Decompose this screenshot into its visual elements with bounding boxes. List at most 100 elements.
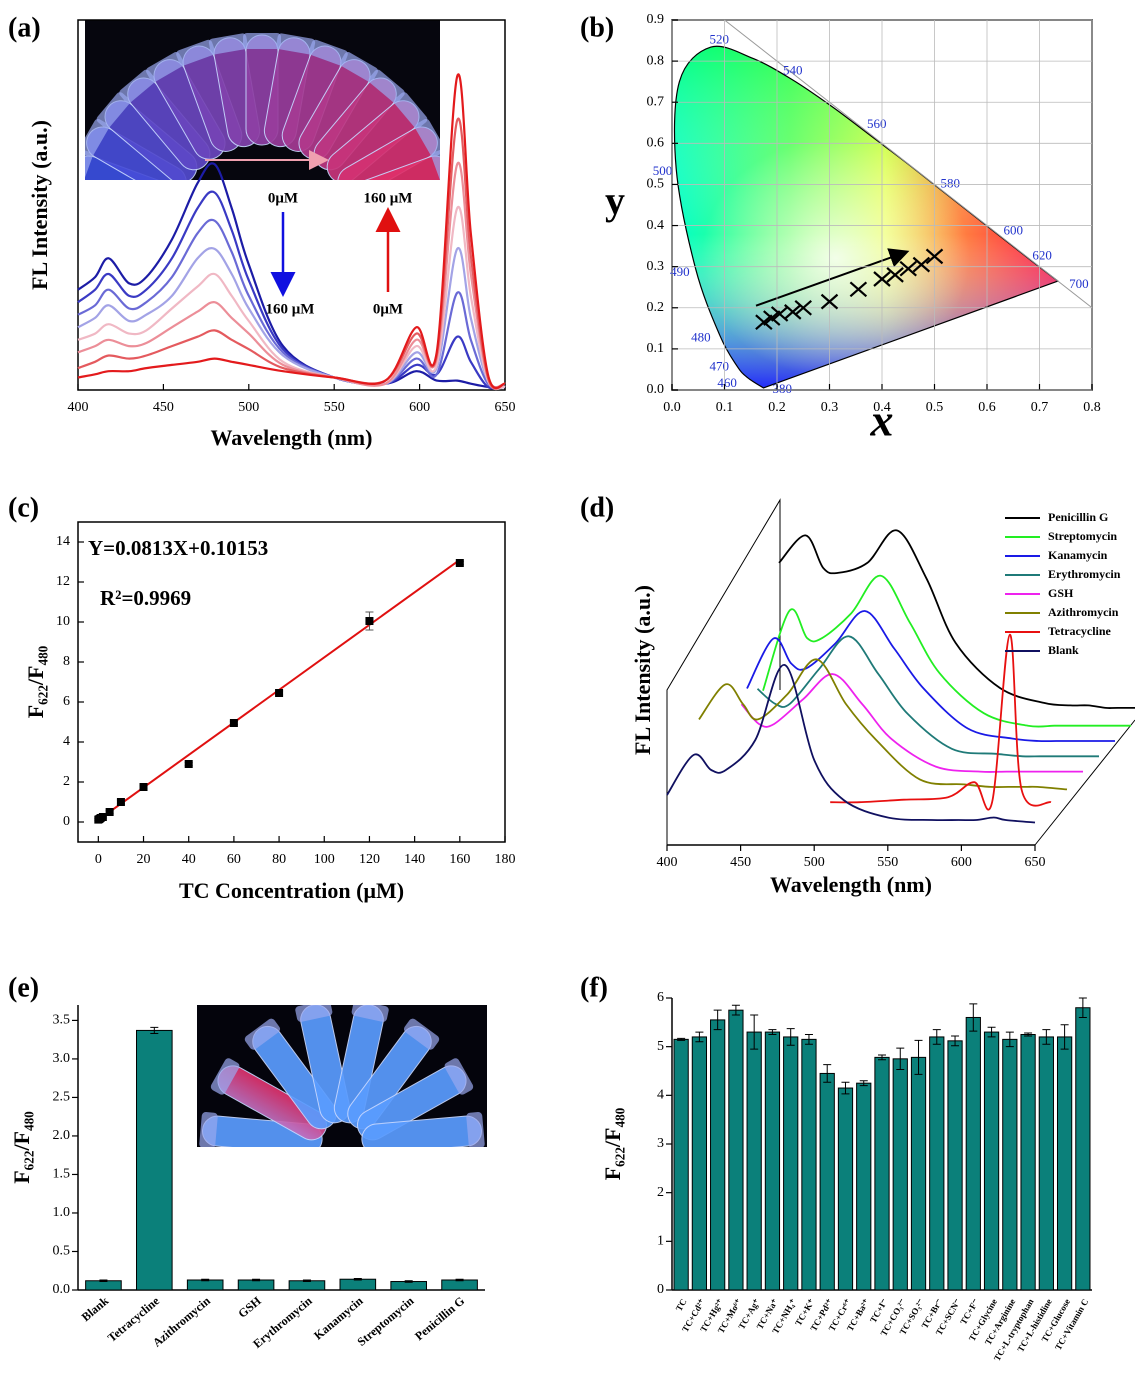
bar (856, 1082, 872, 1291)
y-axis-label: FL Intensity (a.u.) (630, 585, 655, 755)
x-axis-label: TC Concentration (μM) (179, 878, 404, 903)
tube-cap (243, 33, 281, 49)
y-tick-label: 1 (657, 1234, 664, 1249)
locus-label: 560 (867, 116, 887, 131)
annotation: 160 μM (364, 190, 413, 206)
x-tick-label: 500 (238, 400, 259, 415)
tube-cap (96, 92, 131, 129)
annotation: R²=0.9969 (100, 586, 191, 610)
diagonal (724, 19, 1093, 309)
photo-inset (85, 33, 440, 180)
x-axis-label: x (870, 395, 894, 446)
plot-frame (77, 521, 506, 843)
tube-cap (276, 33, 316, 55)
panel-label: (e) (8, 972, 39, 1003)
legend-label: Erythromycin (1048, 567, 1121, 581)
x-tick-label: 100 (314, 852, 335, 867)
tube-cap (85, 149, 93, 180)
error-bar (786, 1028, 795, 1046)
x-tick-label: 0 (95, 852, 102, 867)
tube-cap (210, 1058, 240, 1095)
x-tick-label: 0.7 (1031, 400, 1049, 415)
bar (710, 1019, 726, 1291)
y-axis-label: F₆₂₂/F₄₈₀ (600, 1107, 625, 1180)
y-tick-label: 0.9 (647, 12, 665, 27)
x-axis-label: Wavelength (nm) (770, 872, 932, 897)
x-tick-label: 650 (495, 400, 516, 415)
point (755, 314, 773, 330)
tube (244, 1018, 337, 1130)
x-tick-label: 0.0 (663, 400, 681, 415)
y-tick-label: 0.2 (647, 300, 665, 315)
x-tick-label: 550 (877, 855, 898, 870)
y-tick-label: 2 (657, 1185, 664, 1200)
point (794, 299, 812, 316)
bar (237, 1279, 275, 1291)
y-tick-label: 10 (56, 614, 70, 629)
tube (345, 149, 440, 180)
x-tick-label: 160 (449, 852, 470, 867)
error-bar (404, 1280, 413, 1283)
bar (673, 1038, 689, 1291)
y-tick-label: 4 (63, 734, 70, 749)
tube-cap (85, 119, 109, 157)
x-tick-label: 0.6 (978, 400, 996, 415)
error-bar (1005, 1031, 1014, 1048)
tube-cap (403, 1018, 440, 1050)
error-bar (750, 1014, 759, 1050)
y-tick-label: 0.5 (647, 177, 665, 192)
bar (892, 1058, 908, 1291)
bar (929, 1036, 945, 1291)
bar (947, 1040, 963, 1291)
tube-cap (351, 1005, 389, 1022)
bar (390, 1281, 427, 1291)
point (275, 689, 284, 697)
tube (347, 1018, 440, 1130)
tube-cap (431, 149, 440, 180)
tube (210, 1058, 327, 1141)
x-tick-label: 550 (324, 400, 345, 415)
y-tick-label: 3 (657, 1136, 664, 1151)
tube-cap (199, 1112, 218, 1147)
photo-inset (199, 1005, 485, 1147)
legend-label: GSH (1048, 586, 1074, 600)
bar (339, 1278, 377, 1291)
bar (186, 1279, 224, 1291)
error-bar (1042, 1029, 1051, 1045)
annotation: 0μM (373, 301, 403, 317)
point (105, 808, 114, 816)
bar (837, 1087, 854, 1291)
trend-arrow (755, 248, 910, 307)
spectrum-line (77, 161, 506, 389)
y-tick-label: 6 (63, 694, 70, 709)
error-bar (201, 1278, 210, 1282)
box-3d (666, 498, 1135, 846)
y-tick-label: 3.0 (53, 1051, 71, 1066)
y-tick-label: 14 (56, 534, 70, 549)
y-tick-label: 1.0 (53, 1205, 71, 1220)
y-tick-label: 0.0 (53, 1282, 71, 1297)
error-bar (823, 1064, 832, 1083)
bar (728, 1009, 744, 1291)
error-bar (302, 1279, 311, 1283)
legend-label: Streptomycin (1048, 529, 1117, 543)
annotation: 0μM (268, 190, 298, 206)
tube-cap (146, 52, 184, 82)
bar (691, 1036, 708, 1291)
x-tick-label: Penicillin G (412, 1294, 467, 1344)
locus-label: 620 (1032, 247, 1052, 262)
bar (910, 1056, 927, 1291)
panel-label: (a) (8, 12, 41, 43)
x-tick-label: 400 (68, 400, 89, 415)
legend-label: Blank (1048, 643, 1079, 657)
locus-label: 600 (1004, 223, 1024, 238)
y-tick-label: 0.4 (647, 218, 665, 233)
spectrum-line (77, 205, 506, 391)
spectrum-line (778, 529, 1135, 709)
error-bar (1078, 997, 1087, 1018)
error-bar (1024, 1032, 1033, 1037)
x-tick-label: 40 (182, 852, 196, 867)
tube-body (345, 155, 440, 180)
tube-cap (176, 39, 216, 66)
